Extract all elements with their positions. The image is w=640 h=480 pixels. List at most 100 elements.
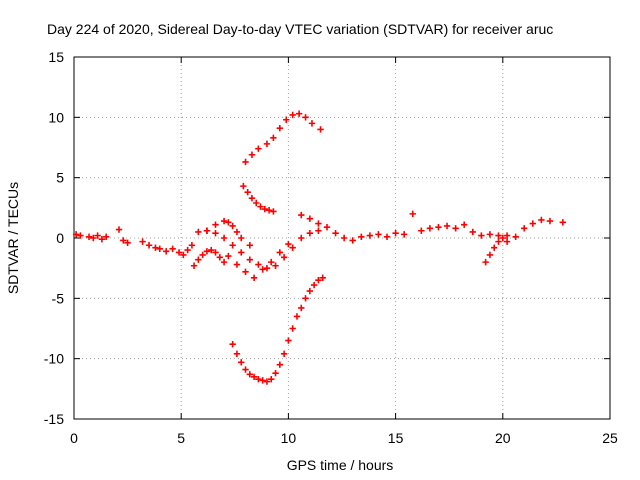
data-point <box>400 231 408 238</box>
data-point <box>77 232 84 239</box>
data-point <box>503 238 511 245</box>
data-point <box>233 228 241 236</box>
data-point <box>332 229 339 237</box>
data-point <box>255 375 262 383</box>
series-late-cluster <box>409 210 567 245</box>
y-tick-label: -10 <box>44 351 64 367</box>
data-point <box>270 208 277 215</box>
data-point <box>152 244 159 251</box>
data-point <box>268 375 275 383</box>
data-point <box>248 194 256 202</box>
data-point <box>124 239 131 247</box>
data-point <box>265 207 273 214</box>
data-point <box>263 140 271 148</box>
data-point <box>233 350 241 358</box>
series-hump <box>203 217 254 249</box>
data-point <box>257 203 264 210</box>
data-point <box>188 242 196 249</box>
data-markers <box>72 110 567 385</box>
y-tick-label: 10 <box>48 109 64 125</box>
data-point <box>486 251 494 259</box>
data-point <box>195 228 202 236</box>
data-point <box>246 371 254 378</box>
data-point <box>302 114 309 121</box>
data-point <box>435 223 442 231</box>
data-point <box>263 378 271 385</box>
data-point <box>208 246 215 254</box>
data-point <box>293 313 301 320</box>
data-point <box>255 261 262 268</box>
data-point <box>559 219 567 226</box>
data-point <box>317 126 324 133</box>
data-point <box>259 266 266 273</box>
data-point <box>261 205 269 213</box>
data-point <box>289 111 296 119</box>
data-point <box>212 221 219 228</box>
data-point <box>259 377 266 384</box>
data-point <box>283 116 290 123</box>
data-point <box>156 245 163 253</box>
data-point <box>366 232 374 239</box>
data-point <box>238 234 245 242</box>
data-point <box>238 359 245 366</box>
data-point <box>276 249 284 256</box>
data-point <box>306 215 314 222</box>
data-point <box>315 227 322 234</box>
data-point <box>225 219 232 226</box>
data-point <box>280 350 288 358</box>
data-point <box>308 120 316 127</box>
data-point <box>298 304 305 312</box>
data-point <box>242 158 249 166</box>
data-point <box>383 233 391 240</box>
data-point <box>289 325 296 332</box>
data-point <box>203 248 211 255</box>
data-point <box>272 369 279 377</box>
data-point <box>220 258 228 266</box>
data-point <box>220 234 228 242</box>
data-point <box>358 233 365 240</box>
data-point <box>315 277 322 284</box>
data-point <box>478 232 485 239</box>
data-point <box>162 248 170 255</box>
data-point <box>233 261 241 268</box>
series-dip-track-lower <box>225 240 292 282</box>
data-point <box>452 225 459 232</box>
data-point <box>482 258 489 266</box>
series-early-cluster <box>72 226 196 259</box>
data-point <box>229 242 236 249</box>
data-point <box>229 340 236 348</box>
y-tick-label: 0 <box>56 230 64 246</box>
x-tick-label: 10 <box>281 430 297 446</box>
data-point <box>90 234 97 242</box>
data-point <box>285 240 292 248</box>
data-point <box>319 274 326 282</box>
data-point <box>212 249 219 256</box>
x-tick-label: 20 <box>495 430 511 446</box>
y-tick-label: 5 <box>56 170 64 186</box>
data-point <box>469 228 476 236</box>
data-point <box>486 231 494 238</box>
x-tick-label: 25 <box>602 430 618 446</box>
data-point <box>240 182 247 190</box>
data-point <box>250 274 258 282</box>
data-point <box>323 223 331 231</box>
data-point <box>298 234 305 242</box>
data-point <box>94 232 101 239</box>
data-point <box>250 373 258 380</box>
axis-tick-labels: 0 5 10 15 20 25 -15 -10 -5 0 5 10 15 <box>44 49 618 446</box>
data-point <box>242 268 249 275</box>
data-point <box>495 238 502 245</box>
data-point <box>145 242 153 249</box>
series-late-dip <box>482 232 511 266</box>
data-point <box>280 254 288 261</box>
data-point <box>180 251 187 259</box>
data-point <box>276 361 284 368</box>
series-upper-arc <box>242 110 324 166</box>
data-point <box>310 281 318 289</box>
data-point <box>255 145 262 152</box>
data-point <box>302 295 309 302</box>
data-point <box>199 251 206 259</box>
data-point <box>120 237 127 244</box>
data-point <box>225 252 232 260</box>
